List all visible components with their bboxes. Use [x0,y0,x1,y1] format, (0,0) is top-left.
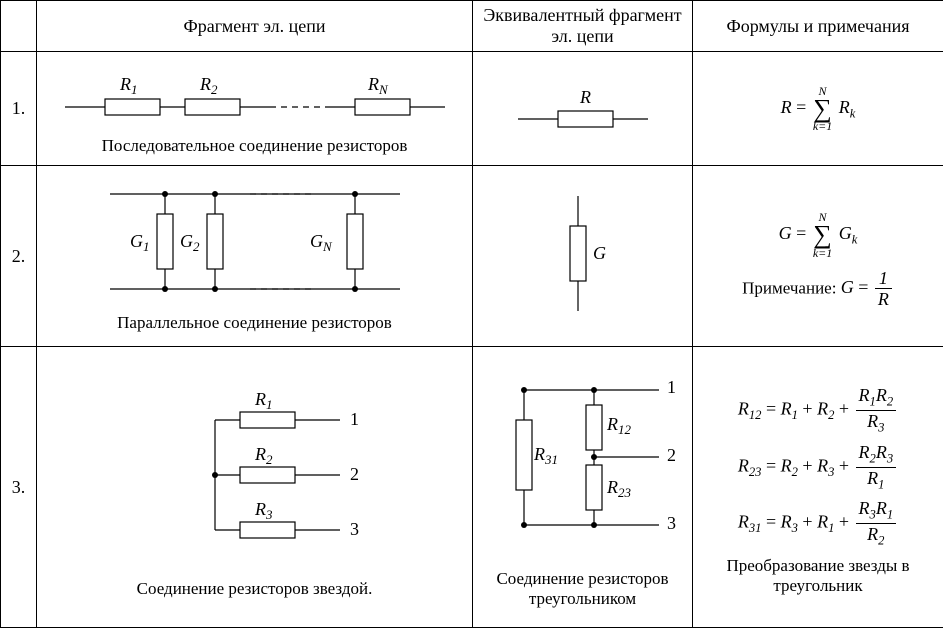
sum-icon: N ∑ k=1 [813,211,832,258]
row-1: 1. R1 R2 RN [1,52,943,166]
row-3-equivalent: R31 R12 R23 1 2 3 Соединение рези­сторов… [473,347,693,628]
header-fragment: Фрагмент эл. цепи [37,1,473,52]
svg-text:G1: G1 [130,231,150,254]
svg-text:R31: R31 [533,444,558,467]
svg-text:R23: R23 [606,477,632,500]
row-2: 2. [1,166,943,347]
formula-r31: R31 = R3 + R1 + R3R1 R2 [699,499,937,548]
formula-parallel: G = N ∑ k=1 Gk [699,211,937,258]
row-2-num: 2. [1,166,37,347]
row-3-num: 3. [1,347,37,628]
table-wrapper: Фрагмент эл. цепи Эквивалентный фрагмент… [0,0,943,628]
single-resistor-h: R [498,79,668,139]
header-equivalent: Эквивалентный фрагмент эл. цепи [473,1,693,52]
row-1-fragment: R1 R2 RN Последовательное соединение рез… [37,52,473,166]
row-3-caption-left: Соединение резисторов звездой. [43,579,466,599]
svg-text:1: 1 [350,409,359,429]
svg-text:G2: G2 [180,231,200,254]
row-2-note: Примечание: G = 1 R [699,269,937,310]
series-resistors-diagram: R1 R2 RN [55,62,455,132]
row-3-caption-right: Преобразование звез­ды в треугольник [699,556,937,596]
row-1-caption: Последовательное соединение резисторов [43,136,466,156]
svg-text:R: R [579,87,591,107]
row-1-equivalent: R [473,52,693,166]
row-3-caption-mid: Соединение рези­сторов треугольни­ком [479,569,686,609]
circuits-table: Фрагмент эл. цепи Эквивалентный фрагмент… [0,0,943,628]
svg-text:RN: RN [367,74,389,97]
svg-text:3: 3 [667,513,676,533]
svg-text:R2: R2 [199,74,218,97]
formula-r12: R12 = R1 + R2 + R1R2 R3 [699,386,937,435]
svg-text:1: 1 [667,377,676,397]
svg-text:R2: R2 [254,444,273,467]
svg-text:R3: R3 [254,499,273,522]
row-2-equivalent: G [473,166,693,347]
row-3-fragment: R1 R2 R3 1 2 3 Соединение резисторов зве… [37,347,473,628]
header-row: Фрагмент эл. цепи Эквивалентный фрагмент… [1,1,943,52]
formula-r23: R23 = R2 + R3 + R2R3 R1 [699,443,937,492]
parallel-resistors-diagram: G1 G2 GN [55,179,455,309]
row-2-caption: Параллельное соединение резисторов [43,313,466,333]
row-1-formula: R = N ∑ k=1 Rk [693,52,943,166]
star-diagram: R1 R2 R3 1 2 3 [105,375,405,575]
row-3: 3. [1,347,943,628]
svg-text:R1: R1 [119,74,138,97]
sum-icon: N ∑ k=1 [813,85,832,132]
header-blank [1,1,37,52]
row-2-formula: G = N ∑ k=1 Gk Примечание: G = [693,166,943,347]
formula-series: R = N ∑ k=1 Rk [699,85,937,132]
row-3-formula: R12 = R1 + R2 + R1R2 R3 R23 = R2 + [693,347,943,628]
svg-text:2: 2 [350,464,359,484]
svg-text:R12: R12 [606,414,632,437]
svg-text:3: 3 [350,519,359,539]
svg-text:G: G [593,243,606,263]
row-1-num: 1. [1,52,37,166]
header-formula: Формулы и приме­чания [693,1,943,52]
single-resistor-v: G [528,191,638,321]
svg-text:GN: GN [310,231,333,254]
svg-text:R1: R1 [254,389,273,412]
svg-text:2: 2 [667,445,676,465]
delta-diagram: R31 R12 R23 1 2 3 [479,365,689,565]
row-2-fragment: G1 G2 GN Параллельное соединение резисто… [37,166,473,347]
